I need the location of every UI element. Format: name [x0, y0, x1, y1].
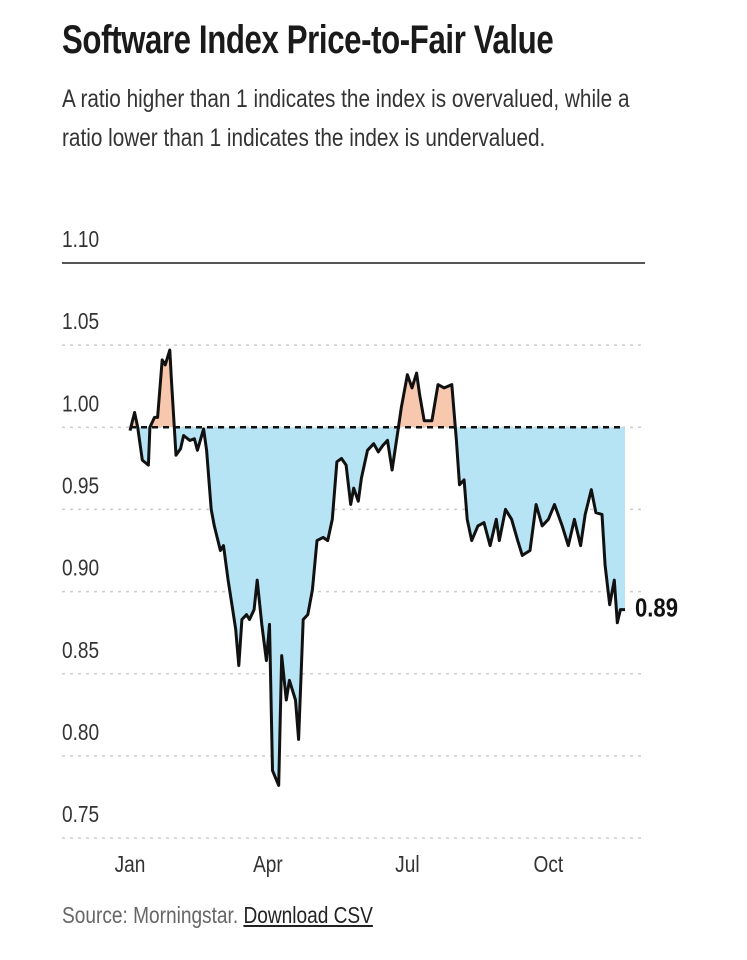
y-tick-label: 0.95	[62, 474, 99, 499]
x-tick-label: Jul	[395, 852, 419, 877]
source-text: Source: Morningstar.	[62, 902, 239, 928]
y-tick-label: 1.05	[62, 310, 99, 335]
chart-title: Software Index Price-to-Fair Value	[62, 18, 554, 62]
area-below	[130, 427, 625, 786]
x-tick-label: Apr	[253, 852, 283, 877]
area-above	[130, 350, 456, 428]
chart-subtitle: A ratio higher than 1 indicates the inde…	[62, 85, 630, 152]
y-tick-label: 1.00	[62, 392, 99, 417]
y-tick-label: 0.75	[62, 802, 99, 827]
y-tick-label: 0.90	[62, 556, 99, 581]
x-tick-label: Jan	[115, 852, 146, 877]
y-tick-label: 0.85	[62, 638, 99, 663]
end-label: 0.89	[635, 594, 678, 623]
y-tick-label: 1.10	[62, 227, 99, 252]
source: Source: Morningstar. Download CSV	[62, 902, 373, 929]
chart: 0.75 0.80 0.85 0.90 0.95 1.00 1.05 1.10 Jan Apr Ju…	[62, 227, 678, 877]
download-link[interactable]: Download CSV	[243, 902, 373, 928]
line	[128, 348, 625, 787]
x-tick-label: Oct	[534, 852, 564, 877]
y-tick-label: 0.80	[62, 720, 99, 745]
